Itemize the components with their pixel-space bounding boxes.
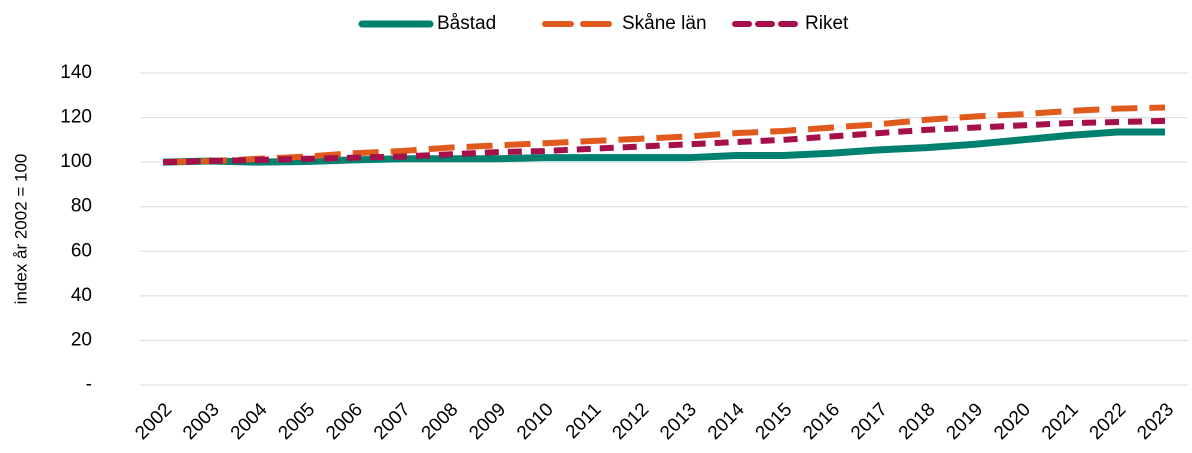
x-tick-label: 2007 xyxy=(370,399,415,444)
x-tick-label: 2011 xyxy=(562,399,606,443)
x-tick-label: 2003 xyxy=(179,399,224,444)
x-tick-label: 2020 xyxy=(990,399,1035,444)
series-line xyxy=(162,104,1166,166)
y-tick-label: 120 xyxy=(60,107,92,128)
x-tick-label: 2002 xyxy=(131,399,176,444)
x-tick-label: 2006 xyxy=(322,399,367,444)
y-tick-label: 20 xyxy=(71,329,92,350)
y-axis-label: index år 2002 = 100 xyxy=(11,154,30,305)
x-tick-label: 2017 xyxy=(847,399,892,444)
x-tick-label: 2022 xyxy=(1086,399,1131,444)
x-tick-label: 2023 xyxy=(1133,399,1178,444)
x-tick-label: 2021 xyxy=(1038,399,1083,444)
x-tick-label: 2005 xyxy=(274,399,319,444)
legend-label: Båstad xyxy=(437,13,496,34)
x-tick-label: 2016 xyxy=(799,399,844,444)
y-tick-label: 40 xyxy=(71,285,92,306)
x-tick-label: 2019 xyxy=(942,399,987,444)
x-tick-label: 2009 xyxy=(465,399,510,444)
legend-label: Riket xyxy=(805,13,849,34)
y-tick-label: 100 xyxy=(60,151,92,172)
series-line xyxy=(162,117,1166,166)
x-tick-label: 2015 xyxy=(752,399,797,444)
y-tick-label: 140 xyxy=(60,62,92,83)
legend-label: Skåne län xyxy=(622,13,707,34)
x-tick-label: 2008 xyxy=(418,399,463,444)
y-tick-label: - xyxy=(86,374,92,395)
x-tick-label: 2010 xyxy=(513,399,558,444)
x-tick-label: 2012 xyxy=(608,399,653,444)
x-tick-label: 2014 xyxy=(704,399,749,444)
y-tick-label: 80 xyxy=(71,196,92,217)
y-tick-label: 60 xyxy=(71,240,92,261)
x-tick-label: 2013 xyxy=(656,399,701,444)
x-tick-label: 2018 xyxy=(895,399,940,444)
x-tick-label: 2004 xyxy=(227,399,272,444)
